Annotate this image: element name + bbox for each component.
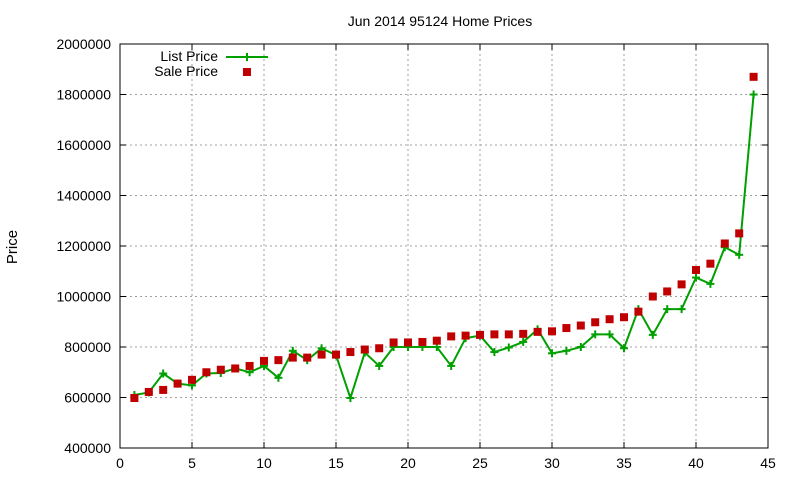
data-point-list-price [605,330,614,339]
data-point-sale-price [360,345,369,354]
data-point-list-price [159,369,168,378]
x-tick-label: 15 [328,455,344,471]
data-point-list-price [490,348,499,357]
plot-frame [119,43,769,449]
data-point-sale-price [591,318,600,327]
data-point-sale-price [634,307,643,316]
data-point-sale-price [461,331,470,340]
data-point-list-price [663,305,672,314]
data-point-sale-price [303,353,312,362]
data-point-sale-price [735,229,744,238]
chart-title: Jun 2014 95124 Home Prices [348,13,532,29]
data-point-sale-price [504,330,513,339]
series-list-price [130,90,758,403]
data-point-list-price [620,344,628,353]
x-tick-label: 30 [544,455,560,471]
data-point-sale-price [663,287,672,296]
plot-series [130,72,758,403]
legend-label-list-price: List Price [160,48,218,64]
data-point-list-price [749,90,758,99]
data-point-sale-price [346,348,355,357]
data-point-sale-price [332,350,340,359]
data-point-sale-price [404,338,412,347]
y-tick-label: 800000 [64,339,111,355]
x-tick-label: 10 [256,455,272,471]
data-point-sale-price [274,356,283,365]
data-point-sale-price [159,385,168,394]
data-point-sale-price [706,259,715,268]
legend: List Price Sale Price [154,48,268,79]
data-point-sale-price [692,265,700,274]
data-point-list-price [706,279,715,288]
x-tick-label: 40 [688,455,704,471]
data-point-sale-price [432,336,441,345]
x-tick-label: 45 [760,455,776,471]
data-point-list-price [591,330,600,339]
x-tick-label: 5 [188,455,196,471]
data-point-sale-price [605,315,614,324]
x-tick-label: 35 [616,455,632,471]
data-point-sale-price [677,280,686,289]
data-point-list-price [274,373,283,382]
y-tick-label: 600000 [64,390,111,406]
data-point-sale-price [173,379,182,388]
data-point-list-price [692,273,700,282]
y-tick-label: 1000000 [56,289,111,305]
data-point-list-price [677,305,686,314]
data-point-list-price [288,346,297,355]
data-point-list-price [648,330,657,339]
x-tick-label: 0 [116,455,124,471]
data-point-list-price [519,337,528,346]
data-point-sale-price [202,368,211,377]
data-point-sale-price [562,324,571,333]
data-point-list-price [576,343,585,351]
y-tick-label: 400000 [64,440,111,456]
data-point-list-price [346,394,355,403]
data-point-sale-price [260,356,268,365]
data-point-sale-price [231,364,240,373]
y-tick-label: 1200000 [56,238,111,254]
data-point-sale-price [648,292,657,301]
data-point-list-price [375,361,384,370]
y-tick-label: 1800000 [56,87,111,103]
data-point-sale-price [519,329,528,338]
data-point-sale-price [144,387,153,396]
legend-label-sale-price: Sale Price [154,63,218,79]
data-point-sale-price [620,313,628,322]
data-point-sale-price [288,353,297,362]
data-point-sale-price [130,394,139,403]
data-point-sale-price [749,72,758,81]
data-point-sale-price [476,330,484,339]
data-point-list-price [548,349,556,358]
data-point-sale-price [389,338,398,347]
y-tick-label: 1400000 [56,188,111,204]
data-point-sale-price [490,330,499,339]
data-point-sale-price [447,332,456,341]
data-point-sale-price [576,321,585,330]
y-axis-label: Price [4,230,21,264]
legend-marker-list-price [243,53,251,61]
axes: 400000 600000 800000 1000000 1200000 1400000 1… [56,36,776,471]
x-tick-label: 20 [400,455,416,471]
data-point-sale-price [216,365,225,374]
x-tick-label: 25 [472,455,488,471]
data-point-list-price [504,343,513,352]
grid [120,44,768,448]
data-point-sale-price [375,344,384,353]
data-point-sale-price [317,350,326,359]
data-point-list-price [562,346,571,355]
data-point-sale-price [245,361,254,370]
data-point-sale-price [418,337,427,346]
data-point-sale-price [548,327,556,336]
data-point-list-price [735,250,744,259]
data-point-sale-price [188,375,196,384]
data-point-sale-price [720,239,729,248]
data-point-list-price [447,361,456,370]
y-tick-label: 1600000 [56,137,111,153]
data-point-sale-price [533,327,542,336]
y-tick-label: 2000000 [56,36,111,52]
series-sale-price [130,72,758,403]
legend-marker-sale-price [243,68,251,76]
